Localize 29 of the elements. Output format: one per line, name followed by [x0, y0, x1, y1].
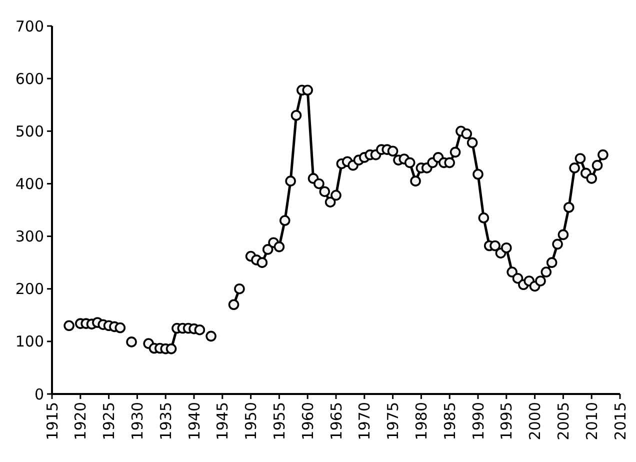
y-tick-label: 400 — [15, 174, 44, 193]
x-tick-label: 1950 — [242, 402, 260, 440]
x-tick-label: 1995 — [498, 402, 516, 440]
y-tick-label: 100 — [15, 332, 44, 351]
x-tick-label: 1920 — [72, 402, 90, 440]
x-tick-label: 1965 — [327, 402, 346, 440]
x-tick-label: 1975 — [384, 402, 402, 440]
x-tick-label: 2015 — [611, 402, 630, 440]
x-tick-label: 1925 — [100, 402, 118, 440]
x-tick-label: 1955 — [270, 402, 288, 440]
x-tick-label: 1915 — [43, 402, 62, 440]
x-tick-label: 1935 — [156, 402, 175, 440]
y-tick-label: 300 — [15, 228, 44, 246]
y-tick-label: 0 — [34, 385, 44, 404]
x-tick-label: 1940 — [185, 402, 204, 440]
x-tick-label: 1980 — [412, 402, 430, 440]
x-tick-label: 2000 — [526, 402, 544, 440]
x-tick-label: 2005 — [554, 402, 572, 440]
x-tick-label: 1945 — [214, 402, 232, 440]
x-tick-label: 1970 — [356, 402, 374, 440]
y-tick-label: 700 — [15, 17, 44, 36]
x-tick-label: 1990 — [469, 402, 488, 440]
x-tick-label: 1960 — [298, 402, 317, 440]
x-tick-label: 1985 — [440, 402, 459, 440]
x-tick-label: 1930 — [128, 402, 146, 440]
y-tick-label: 500 — [15, 122, 44, 140]
y-tick-label: 600 — [15, 70, 44, 88]
x-tick-label: 2010 — [582, 402, 601, 440]
y-tick-label: 200 — [15, 280, 44, 298]
